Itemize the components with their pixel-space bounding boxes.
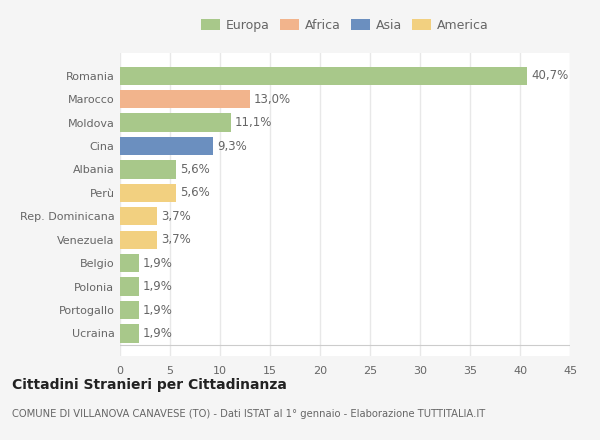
Text: 9,3%: 9,3%	[217, 139, 247, 153]
Bar	[120, 207, 157, 225]
Text: 1,9%: 1,9%	[143, 304, 173, 316]
Bar	[120, 160, 176, 179]
Bar	[120, 66, 527, 85]
Text: COMUNE DI VILLANOVA CANAVESE (TO) - Dati ISTAT al 1° gennaio - Elaborazione TUTT: COMUNE DI VILLANOVA CANAVESE (TO) - Dati…	[12, 409, 485, 419]
Text: 1,9%: 1,9%	[143, 257, 173, 270]
Text: 3,7%: 3,7%	[161, 233, 191, 246]
Bar	[120, 231, 157, 249]
Bar	[120, 324, 139, 343]
Text: 1,9%: 1,9%	[143, 327, 173, 340]
Text: 5,6%: 5,6%	[180, 187, 210, 199]
Bar	[120, 254, 139, 272]
Bar	[120, 137, 213, 155]
Legend: Europa, Africa, Asia, America: Europa, Africa, Asia, America	[199, 17, 491, 35]
Text: 1,9%: 1,9%	[143, 280, 173, 293]
Text: Cittadini Stranieri per Cittadinanza: Cittadini Stranieri per Cittadinanza	[12, 378, 287, 392]
Bar	[120, 278, 139, 296]
Text: 11,1%: 11,1%	[235, 116, 272, 129]
Text: 13,0%: 13,0%	[254, 93, 291, 106]
Bar	[120, 90, 250, 108]
Bar	[120, 114, 231, 132]
Bar	[120, 301, 139, 319]
Text: 5,6%: 5,6%	[180, 163, 210, 176]
Text: 40,7%: 40,7%	[531, 69, 568, 82]
Bar	[120, 184, 176, 202]
Text: 3,7%: 3,7%	[161, 210, 191, 223]
